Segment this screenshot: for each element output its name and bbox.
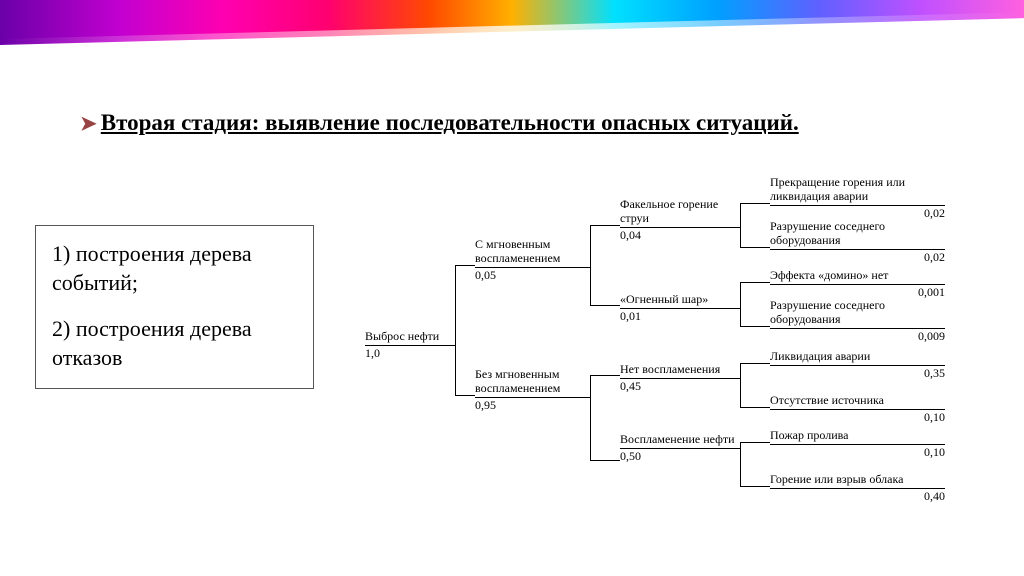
node-value: 0,05 [475, 267, 590, 283]
tree-leaf: Эффекта «домино» нет 0,001 [770, 269, 945, 300]
leaf-label: Эффекта «домино» нет [770, 269, 945, 284]
leaf-value: 0,35 [770, 366, 945, 381]
leaf-label: Разрушение соседнего оборудования [770, 299, 945, 328]
leaf-value: 0,009 [770, 329, 945, 344]
tree-node: Без мгновенным воспламенением 0,95 [475, 368, 590, 412]
node-value: 0,45 [620, 378, 740, 394]
leaf-value: 0,02 [770, 250, 945, 265]
page-title: ➤Вторая стадия: выявление последовательн… [80, 110, 799, 136]
tree-leaf: Разрушение соседнего оборудования 0,009 [770, 299, 945, 343]
tree-node: Факельное горение струи 0,04 [620, 198, 740, 242]
sidebar-item-2: 2) построения дерева отказов [52, 315, 297, 372]
decorative-banner [0, 0, 1024, 45]
node-label: «Огненный шар» [620, 293, 740, 308]
node-label: С мгновенным воспламенением [475, 238, 590, 267]
node-value: 0,95 [475, 397, 590, 413]
tree-leaf: Горение или взрыв облака 0,40 [770, 473, 945, 504]
tree-node: С мгновенным воспламенением 0,05 [475, 238, 590, 282]
node-label: Факельное горение струи [620, 198, 740, 227]
node-value: 0,50 [620, 448, 740, 464]
tree-root: Выброс нефти 1,0 [365, 330, 455, 361]
sidebar-box: 1) построения дерева событий; 2) построе… [35, 225, 314, 389]
tree-node: Воспламенение нефти 0,50 [620, 433, 740, 464]
leaf-value: 0,10 [770, 410, 945, 425]
node-value: 0,01 [620, 308, 740, 324]
tree-node: Нет воспламенения 0,45 [620, 363, 740, 394]
leaf-label: Горение или взрыв облака [770, 473, 945, 488]
tree-leaf: Ликвидация аварии 0,35 [770, 350, 945, 381]
leaf-value: 0,10 [770, 445, 945, 460]
leaf-label: Разрушение соседнего оборудования [770, 220, 945, 249]
leaf-label: Пожар пролива [770, 429, 945, 444]
title-text: Вторая стадия: выявление последовательно… [101, 110, 799, 135]
node-value: 1,0 [365, 345, 455, 361]
sidebar-item-1: 1) построения дерева событий; [52, 240, 297, 297]
event-tree-diagram: Выброс нефти 1,0 С мгновенным воспламене… [360, 175, 1000, 495]
node-value: 0,04 [620, 227, 740, 243]
bullet-arrow-icon: ➤ [80, 111, 97, 136]
tree-leaf: Прекращение горения или ликвидация авари… [770, 176, 945, 220]
tree-node: «Огненный шар» 0,01 [620, 293, 740, 324]
node-label: Без мгновенным воспламенением [475, 368, 590, 397]
leaf-label: Отсутствие источника [770, 394, 945, 409]
leaf-value: 0,40 [770, 489, 945, 504]
leaf-label: Прекращение горения или ликвидация авари… [770, 176, 945, 205]
leaf-label: Ликвидация аварии [770, 350, 945, 365]
node-label: Нет воспламенения [620, 363, 740, 378]
tree-leaf: Отсутствие источника 0,10 [770, 394, 945, 425]
tree-leaf: Разрушение соседнего оборудования 0,02 [770, 220, 945, 264]
tree-leaf: Пожар пролива 0,10 [770, 429, 945, 460]
node-label: Выброс нефти [365, 330, 455, 345]
node-label: Воспламенение нефти [620, 433, 740, 448]
